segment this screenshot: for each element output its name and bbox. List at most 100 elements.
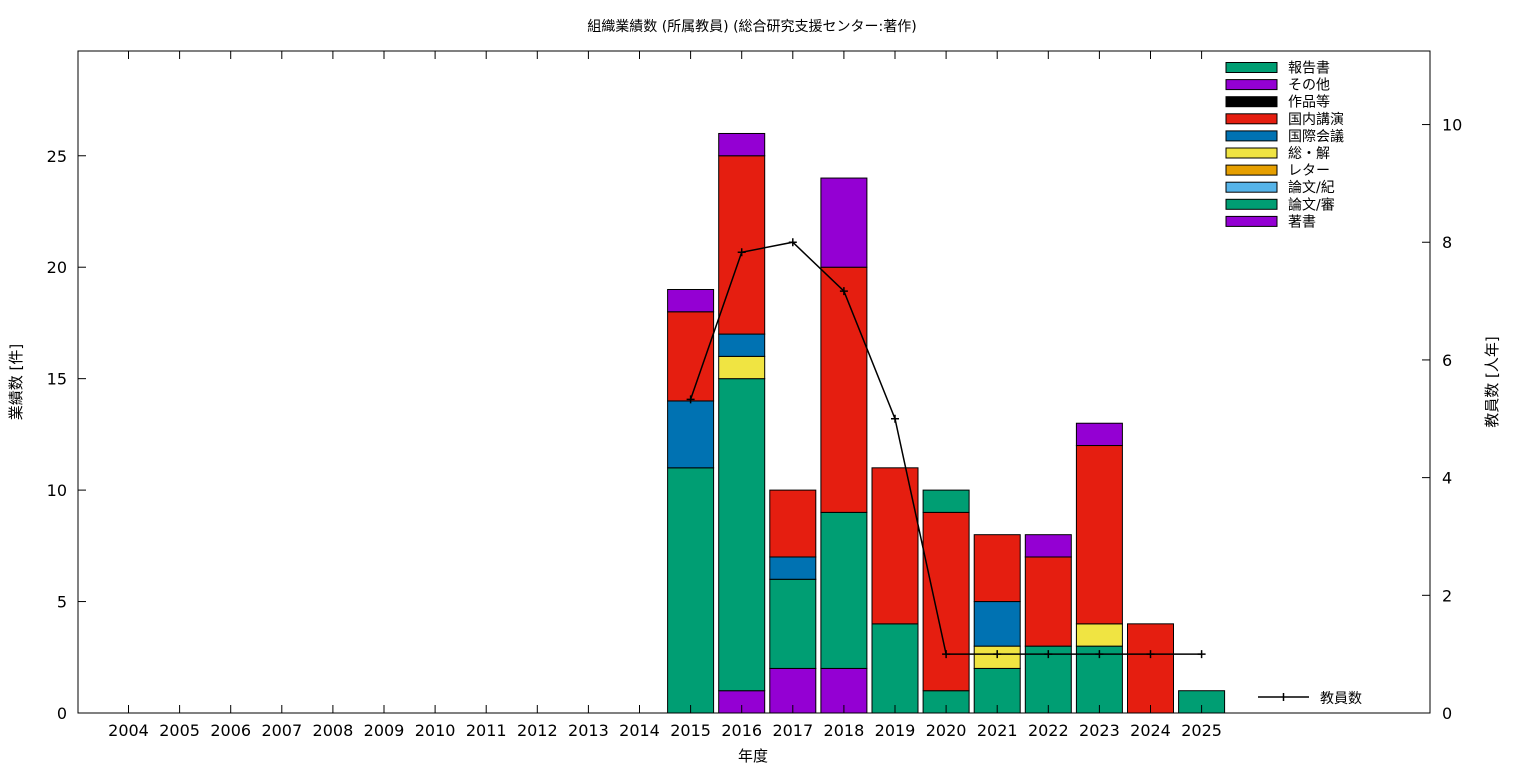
legend-label-line: 教員数 <box>1320 691 1362 707</box>
y2-tick-label: 6 <box>1442 351 1452 370</box>
y2-tick-label: 8 <box>1442 233 1452 252</box>
y2-tick-label: 4 <box>1442 469 1452 488</box>
x-tick-label: 2007 <box>261 721 302 740</box>
faculty-point <box>1146 650 1155 659</box>
faculty-point <box>788 238 797 247</box>
x-tick-label: 2015 <box>670 721 711 740</box>
x-tick-label: 2023 <box>1079 721 1120 740</box>
bar-segment <box>1024 556 1072 647</box>
bar-segment <box>667 288 715 313</box>
x-axis-label: 年度 <box>738 747 768 765</box>
legend-swatch <box>1225 181 1278 193</box>
bar-segment <box>718 355 766 380</box>
y2-axis-label: 教員数 [人年] <box>1483 336 1501 427</box>
y-tick-label: 20 <box>47 258 67 277</box>
bar-segment <box>922 489 970 513</box>
x-tick-label: 2010 <box>415 721 456 740</box>
y-tick-label: 10 <box>47 481 67 500</box>
bar-layer <box>667 132 1226 714</box>
bar-segment <box>1075 445 1123 625</box>
x-tick-label: 2017 <box>772 721 813 740</box>
bar-segment <box>1075 422 1123 447</box>
y-tick-label: 0 <box>57 704 67 723</box>
y2-tick-label: 0 <box>1442 704 1452 723</box>
bar-segment <box>769 556 817 580</box>
bar-segment <box>922 511 970 692</box>
x-tick-label: 2012 <box>517 721 558 740</box>
x-tick-label: 2005 <box>159 721 200 740</box>
x-tick-label: 2019 <box>875 721 916 740</box>
legend-swatch <box>1225 62 1278 73</box>
tick-layer: 2004 2005 2006 2007 2008 2009 2010 2011 2012 2013… <box>47 51 1462 740</box>
x-tick-label: 2008 <box>313 721 354 740</box>
faculty-point <box>737 248 746 257</box>
legend-swatch <box>1225 113 1278 125</box>
chart-title: 組織業績数 (所属教員) (総合研究支援センター:著作) <box>587 19 916 35</box>
faculty-point <box>1095 650 1104 659</box>
faculty-point <box>839 287 848 296</box>
legend-label: 著書 <box>1288 214 1316 230</box>
legend-label: 論文/紀 <box>1288 180 1335 196</box>
legend-label: 論文/審 <box>1288 197 1335 213</box>
x-tick-label: 2013 <box>568 721 609 740</box>
bar-segment <box>718 155 766 335</box>
bar-segment <box>820 266 868 513</box>
legend-label: 作品等 <box>1288 94 1330 111</box>
x-tick-label: 2016 <box>721 721 762 740</box>
faculty-point <box>686 395 695 404</box>
bar-segment <box>1024 534 1072 558</box>
legend-swatch <box>1225 79 1278 91</box>
x-tick-label: 2018 <box>824 721 865 740</box>
faculty-point <box>891 414 899 423</box>
faculty-point <box>993 650 1002 659</box>
y-tick-label: 15 <box>47 370 67 389</box>
y-axis-label: 業績数 [件] <box>7 344 25 420</box>
legend-swatch <box>1225 198 1278 210</box>
bar-segment <box>973 534 1021 603</box>
faculty-point <box>1044 650 1053 659</box>
legend-label: 報告書 <box>1288 61 1330 77</box>
legend-swatch <box>1225 147 1278 159</box>
bar-segment <box>667 467 715 714</box>
faculty-point <box>942 650 951 659</box>
bar-segment <box>820 511 868 669</box>
bar-segment <box>718 132 766 157</box>
faculty-point <box>1197 650 1206 659</box>
x-tick-label: 2021 <box>977 721 1018 740</box>
legend-swatch <box>1225 130 1278 142</box>
bar-segment <box>667 311 715 402</box>
legend-label: レター <box>1288 163 1330 179</box>
bar-segment <box>871 467 919 625</box>
x-tick-label: 2024 <box>1130 721 1171 740</box>
legend-label: 国際会議 <box>1288 128 1344 145</box>
plot-frame <box>77 50 1431 714</box>
bar-segment <box>667 400 715 469</box>
x-tick-label: 2022 <box>1028 721 1069 740</box>
legend-label: 国内講演 <box>1288 112 1344 128</box>
bar-segment <box>718 333 766 357</box>
y-tick-label: 5 <box>57 593 67 612</box>
x-tick-label: 2006 <box>210 721 251 740</box>
bar-segment <box>871 623 919 714</box>
bar-segment <box>973 601 1021 647</box>
legend-swatch <box>1225 215 1278 227</box>
x-tick-label: 2004 <box>108 721 149 740</box>
line-layer <box>686 238 1206 659</box>
bar-segment <box>1075 623 1123 647</box>
legend-label: 総・解 <box>1288 146 1330 162</box>
y2-tick-label: 2 <box>1442 586 1452 605</box>
bar-segment <box>1127 623 1174 714</box>
bar-segment <box>769 489 817 558</box>
y2-tick-label: 10 <box>1442 116 1462 135</box>
legend-swatch <box>1225 164 1278 176</box>
x-tick-label: 2009 <box>364 721 405 740</box>
legend-swatch <box>1225 96 1278 108</box>
bar-segment <box>718 378 766 692</box>
x-tick-label: 2025 <box>1181 721 1222 740</box>
bar-segment <box>769 578 817 669</box>
x-tick-label: 2014 <box>619 721 660 740</box>
x-tick-label: 2011 <box>466 721 507 740</box>
bar-segment <box>820 177 868 268</box>
